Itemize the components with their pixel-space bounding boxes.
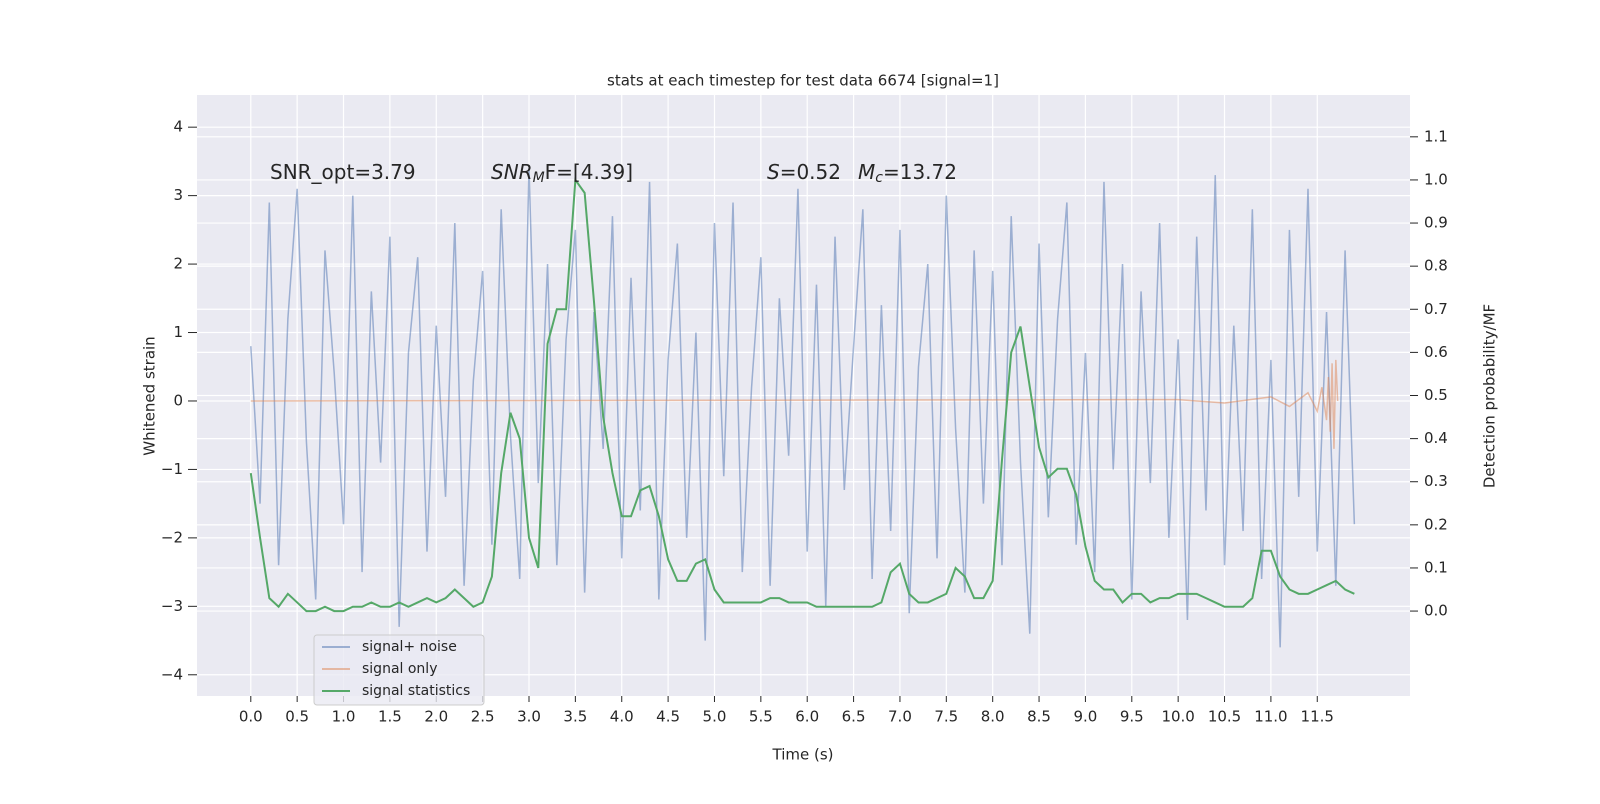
y2-tick-label: 0.5 xyxy=(1424,386,1448,404)
x-tick-label: 10.0 xyxy=(1161,708,1194,726)
y2-tick-label: 0.2 xyxy=(1424,515,1448,533)
y-tick-label: −2 xyxy=(161,528,183,546)
annotation-part: S xyxy=(767,160,780,184)
y2-tick-label: 0.1 xyxy=(1424,558,1448,576)
x-tick-label: 9.5 xyxy=(1120,708,1144,726)
annotation-part: F=[4.39] xyxy=(545,160,633,184)
y2-tick-label: 0.3 xyxy=(1424,472,1448,490)
y2-tick-label: 1.0 xyxy=(1424,170,1448,188)
y-axis-label: Whitened strain xyxy=(141,336,159,455)
x-tick-label: 3.0 xyxy=(517,708,541,726)
series-line xyxy=(250,359,1339,449)
y2-axis-label: Detection probability/MF xyxy=(1481,304,1499,488)
y2-tick-label: 1.1 xyxy=(1424,127,1448,145)
annotation-part: SNR xyxy=(491,160,533,184)
series-line xyxy=(250,168,1356,648)
y2-tick-label: 0.6 xyxy=(1424,343,1448,361)
chart-title: stats at each timestep for test data 667… xyxy=(607,72,999,90)
x-tick-label: 5.0 xyxy=(703,708,727,726)
plot xyxy=(249,168,1356,648)
y-tick-label: 3 xyxy=(173,186,183,204)
annotation: SNR_opt=3.79 xyxy=(270,160,416,184)
x-tick-label: 9.0 xyxy=(1073,708,1097,726)
y-tick-label: 0 xyxy=(173,391,183,409)
x-tick-label: 4.5 xyxy=(656,708,680,726)
x-tick-label: 0.5 xyxy=(285,708,309,726)
x-tick-label: 6.5 xyxy=(842,708,866,726)
x-tick-label: 11.0 xyxy=(1254,708,1287,726)
y-tick-label: 2 xyxy=(173,255,183,273)
annotation-part: c xyxy=(875,170,883,186)
x-tick-label: 0.0 xyxy=(239,708,263,726)
x-tick-label: 7.0 xyxy=(888,708,912,726)
x-tick-label: 2.0 xyxy=(424,708,448,726)
x-tick-label: 6.0 xyxy=(795,708,819,726)
x-tick-label: 8.5 xyxy=(1027,708,1051,726)
legend: signal+ noise signal only signal statistic… xyxy=(313,634,485,706)
x-tick-label: 5.5 xyxy=(749,708,773,726)
x-tick-label: 4.0 xyxy=(610,708,634,726)
x-tick-label: 8.0 xyxy=(981,708,1005,726)
y2-tick-label: 0.4 xyxy=(1424,429,1448,447)
legend-label: signal statistics xyxy=(362,683,470,699)
y2-tick-label: 0.0 xyxy=(1424,602,1448,620)
annotations: SNR_opt=3.79 SNRMF=[4.39] S=0.52 Mc=13.72 xyxy=(270,160,957,187)
annotation: Mc=13.72 xyxy=(858,160,957,187)
annotation-part: =13.72 xyxy=(883,160,957,184)
x-tick-label: 7.5 xyxy=(934,708,958,726)
y2-tick-label: 0.8 xyxy=(1424,257,1448,275)
series-line xyxy=(249,177,1355,613)
y-tick-label: 4 xyxy=(173,118,183,136)
y2-tick-label: 0.9 xyxy=(1424,214,1448,232)
x-tick-label: 3.5 xyxy=(563,708,587,726)
annotation-part: =0.52 xyxy=(780,160,841,184)
y2-tick-label: 0.7 xyxy=(1424,300,1448,318)
x-tick-label: 2.5 xyxy=(471,708,495,726)
x-tick-label: 11.5 xyxy=(1301,708,1334,726)
x-tick-label: 1.0 xyxy=(332,708,356,726)
annotation: S=0.52 xyxy=(767,160,841,184)
y-tick-label: −3 xyxy=(161,597,183,615)
annotation-part: M xyxy=(533,170,545,186)
x-tick-label: 10.5 xyxy=(1208,708,1241,726)
annotation-part: SNR_opt=3.79 xyxy=(270,160,416,184)
y-tick-label: 1 xyxy=(173,323,183,341)
legend-label: signal only xyxy=(362,661,437,677)
x-tick-label: 1.5 xyxy=(378,708,402,726)
y-tick-label: −1 xyxy=(161,460,183,478)
legend-box xyxy=(313,634,485,706)
annotation-part: M xyxy=(858,160,875,184)
x-axis-label: Time (s) xyxy=(772,746,834,764)
legend-label: signal+ noise xyxy=(362,639,457,655)
y-tick-label: −4 xyxy=(161,665,183,683)
annotation: SNRMF=[4.39] xyxy=(491,160,633,187)
